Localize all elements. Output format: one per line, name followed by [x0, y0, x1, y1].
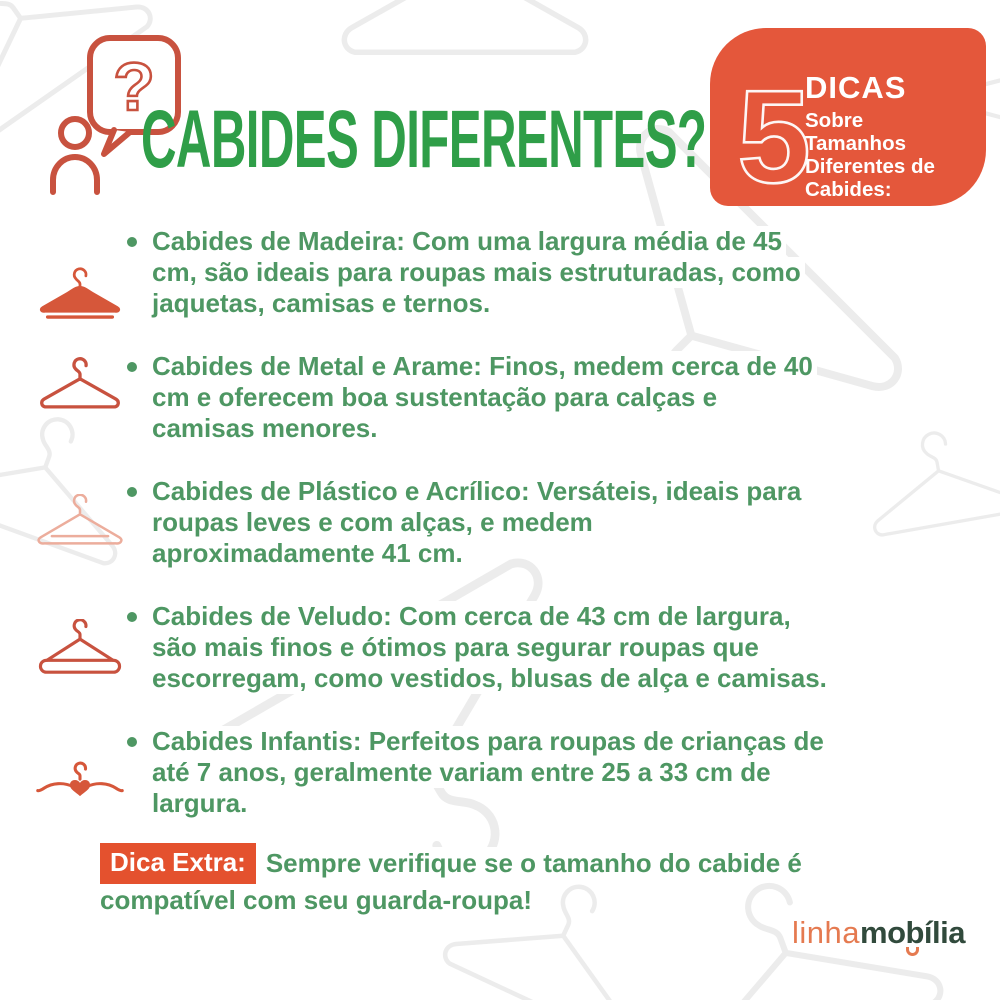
tip-item-veludo: Cabides de Veludo: Com cerca de 43 cm de…: [0, 601, 1000, 694]
tip-item-metal-arame: Cabides de Metal e Arame: Finos, medem c…: [0, 351, 1000, 444]
badge-heading: DICAS: [805, 70, 907, 105]
svg-text:5: 5: [737, 70, 810, 200]
tips-count-badge: 5 DICAS Sobre Tamanhos Diferentes de Cab…: [710, 28, 986, 206]
page-title: CABIDES DIFERENTES?: [141, 94, 707, 185]
bullet-dot: [127, 237, 137, 247]
tips-list: Cabides de Madeira: Com uma largura médi…: [0, 226, 1000, 851]
tip-text-line: aproximadamente 41 cm.: [152, 538, 467, 569]
tip-text-line: camisas menores.: [152, 413, 382, 444]
extra-tip-text-line: compatível com seu guarda-roupa!: [100, 884, 532, 917]
tip-text-line: Cabides de Plástico e Acrílico: Versátei…: [152, 476, 806, 507]
extra-tip-text-line: Sempre verifique se o tamanho do cabide …: [265, 847, 802, 880]
badge-subtitle-line: Cabides:: [805, 178, 892, 201]
brand-logo: linhamobília: [792, 915, 966, 956]
tip-text-line: cm, são ideais para roupas mais estrutur…: [152, 257, 805, 288]
tip-text-line: jaquetas, camisas e ternos.: [152, 288, 495, 319]
tip-text-line: cm e oferecem boa sustentação para calça…: [152, 382, 722, 413]
bullet-dot: [127, 612, 137, 622]
tip-text-line: Cabides de Madeira: Com uma largura médi…: [152, 226, 786, 257]
tip-item-infantis: Cabides Infantis: Perfeitos para roupas …: [0, 726, 1000, 819]
tip-text-line: são mais finos e ótimos para segurar rou…: [152, 632, 763, 663]
extra-tip: Dica Extra: Sempre verifique se o tamanh…: [100, 843, 840, 917]
logo-b-curl-icon: [906, 947, 919, 956]
bullet-dot: [127, 362, 137, 372]
person-question-icon: ?: [48, 30, 188, 195]
tip-text-line: roupas leves e com alças, e medem: [152, 507, 597, 538]
wire-hanger-icon: [30, 357, 130, 419]
tip-text-line: escorregam, como vestidos, blusas de alç…: [152, 663, 831, 694]
brand-logo-linha: linha: [792, 915, 860, 950]
bullet-dot: [127, 737, 137, 747]
plastic-hanger-icon: [30, 494, 130, 556]
kids-hanger-icon: [30, 754, 130, 808]
badge-subtitle-line: Diferentes de: [805, 155, 935, 178]
bullet-dot: [127, 487, 137, 497]
tip-text-line: até 7 anos, geralmente variam entre 25 a…: [152, 757, 775, 788]
svg-text:?: ?: [113, 49, 155, 125]
brand-logo-mobilia: mobília: [860, 915, 966, 956]
extra-tip-label: Dica Extra:: [100, 843, 256, 884]
velvet-hanger-icon: [30, 619, 130, 685]
tip-text-line: Cabides de Metal e Arame: Finos, medem c…: [152, 351, 817, 382]
tip-item-madeira: Cabides de Madeira: Com uma largura médi…: [0, 226, 1000, 319]
tip-text-line: largura.: [152, 788, 252, 819]
badge-number-5: 5: [736, 70, 812, 200]
wooden-hanger-icon: [30, 266, 130, 328]
tip-text-line: Cabides Infantis: Perfeitos para roupas …: [152, 726, 828, 757]
badge-subtitle-line: Sobre: [805, 109, 864, 132]
tip-text-line: Cabides de Veludo: Com cerca de 43 cm de…: [152, 601, 795, 632]
tip-item-plastico-acrilico: Cabides de Plástico e Acrílico: Versátei…: [0, 476, 1000, 569]
badge-subtitle-line: Tamanhos: [805, 132, 906, 155]
